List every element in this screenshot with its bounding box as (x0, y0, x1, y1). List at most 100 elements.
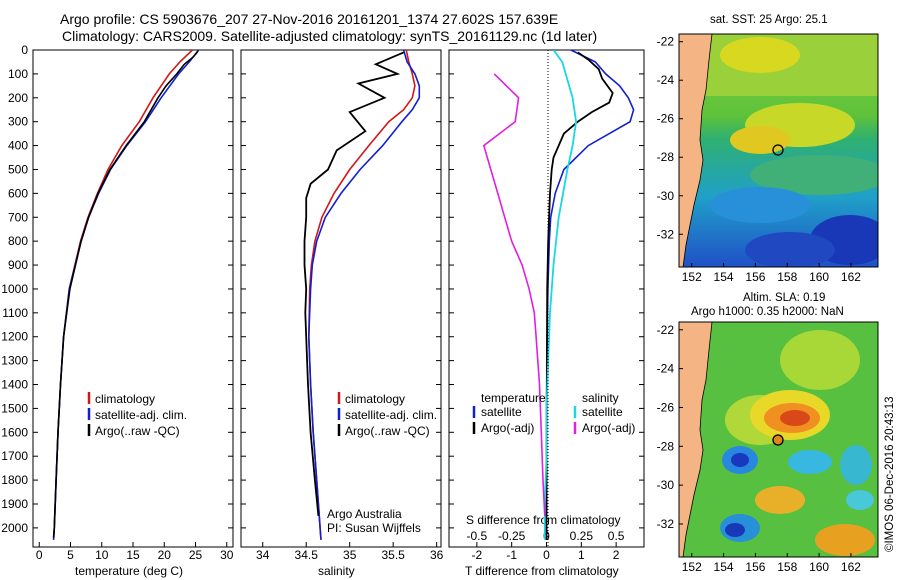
map-y-tick: -32 (657, 227, 675, 241)
annotation-line-1: Argo Australia (327, 507, 402, 521)
map-y-tick: -24 (657, 73, 675, 87)
difference-xlabel-top: S difference from climatology (466, 513, 621, 527)
s-tick-label: 0.5 (608, 529, 625, 543)
legend-label-argo: Argo(..raw -QC) (345, 424, 430, 438)
legend-label-clim: climatology (95, 392, 155, 406)
sst-map-frame (678, 33, 879, 268)
x-tick-label: -1 (506, 548, 517, 562)
salinity-legend: climatology satellite-adj. clim. Argo(..… (337, 392, 437, 438)
depth-tick-label: 400 (8, 139, 28, 153)
x-tick-label: 35 (343, 548, 357, 562)
salinity-xlabel: salinity (318, 564, 355, 578)
x-tick-label: 36 (430, 548, 444, 562)
legend-label-t-sat: satellite (481, 405, 522, 419)
difference-series (482, 50, 635, 540)
map-y-tick: -32 (657, 517, 675, 531)
map-x-tick: 154 (714, 560, 734, 574)
depth-tick-label: 900 (8, 258, 28, 272)
map-x-tick: 162 (841, 560, 861, 574)
depth-tick-marks (33, 49, 644, 529)
legend-label-sat: satellite-adj. clim. (95, 408, 187, 422)
depth-tick-label: 2000 (1, 521, 28, 535)
depth-tick-label: 1400 (1, 378, 28, 392)
depth-tick-label: 200 (8, 91, 28, 105)
sla-land (679, 322, 713, 557)
s-tick-label: -0.5 (467, 529, 488, 543)
salinity-panel (240, 49, 442, 548)
credit-text: ©IMOS 06-Dec-2016 20:43:13 (884, 396, 896, 552)
x-tick-label: 25 (189, 548, 203, 562)
legend-label-t-argo: Argo(-adj) (481, 421, 534, 435)
series-line (303, 51, 404, 516)
sla-map-subtitle: Argo h1000: 0.35 h2000: NaN (691, 306, 844, 318)
map-x-tick: 160 (809, 270, 829, 284)
sst-argo-marker (772, 144, 784, 156)
title-line-1: Argo profile: CS 5903676_207 27-Nov-2016… (60, 11, 558, 27)
depth-tick-label: 1200 (1, 330, 28, 344)
map-x-tick: 152 (682, 270, 702, 284)
sla-yticks: -22 -24 -26 -28 -30 -32 (657, 323, 683, 531)
x-tick-label: 1 (578, 548, 585, 562)
map-y-tick: -22 (657, 35, 675, 49)
map-y-tick: -26 (657, 400, 675, 414)
legend-label-s-argo: Argo(-adj) (582, 421, 635, 435)
x-tick-label: 30 (220, 548, 234, 562)
depth-tick-label: 100 (8, 67, 28, 81)
sla-map-frame (678, 321, 879, 558)
map-x-tick: 154 (714, 270, 734, 284)
map-x-tick: 158 (777, 270, 797, 284)
sst-land (679, 34, 713, 267)
sst-xticks: 152 154 156 158 160 162 (682, 263, 861, 284)
sla-map-title: Altim. SLA: 0.19 (743, 292, 825, 304)
salinity-series (303, 50, 421, 540)
sla-argo-marker (772, 434, 784, 446)
x-tick-label: 10 (95, 548, 109, 562)
series-line (52, 50, 200, 540)
map-y-tick: -24 (657, 362, 675, 376)
sst-cool-blob (710, 187, 810, 223)
map-y-tick: -28 (657, 150, 675, 164)
sst-warm-blob (720, 37, 800, 73)
map-y-tick: -30 (657, 189, 675, 203)
depth-tick-label: 500 (8, 162, 28, 176)
series-line (52, 50, 199, 538)
sla-low (725, 523, 745, 537)
depth-tick-label: 1100 (2, 306, 28, 320)
x-tick-label: 35.5 (381, 548, 405, 562)
sst-cool-blob (745, 232, 835, 267)
sla-low (788, 450, 832, 474)
series-line (545, 50, 635, 540)
depth-tick-labels: 0 100 200 300 400 500 600 700 800 900 1000 1100 1200… (1, 43, 28, 535)
sst-yticks: -22 -24 -26 -28 -30 -32 (657, 35, 683, 241)
series-line (307, 50, 421, 540)
depth-tick-label: 1000 (1, 282, 28, 296)
depth-tick-label: 1800 (1, 473, 28, 487)
map-y-tick: -28 (657, 439, 675, 453)
depth-tick-label: 1600 (1, 425, 28, 439)
sst-map-image (679, 34, 878, 267)
sla-map-image (679, 322, 878, 557)
sla-high (815, 524, 875, 556)
difference-xlabel: T difference from climatology (465, 564, 619, 578)
title-line-2: Climatology: CARS2009. Satellite-adjuste… (62, 28, 597, 44)
temperature-panel (32, 49, 234, 548)
legend-label-sat: satellite-adj. clim. (345, 408, 437, 422)
sla-low (840, 445, 872, 485)
depth-tick-label: 1300 (1, 354, 28, 368)
legend-label-s-sat: satellite (582, 405, 623, 419)
x-tick-label: 5 (67, 548, 74, 562)
legend-title-salinity: salinity (582, 391, 619, 405)
sst-warm-blob (730, 126, 790, 154)
s-tick-label: -0.25 (498, 529, 526, 543)
x-tick-label: -2 (472, 548, 483, 562)
map-x-tick: 152 (682, 560, 702, 574)
annotation-line-2: PI: Susan Wijffels (327, 521, 421, 535)
legend-label-clim: climatology (345, 392, 405, 406)
series-line (307, 50, 416, 540)
x-tick-label: 34 (256, 548, 270, 562)
sst-green-blob (750, 155, 878, 195)
sla-low (846, 490, 874, 510)
depth-tick-label: 1900 (1, 497, 28, 511)
sla-high (780, 330, 860, 390)
